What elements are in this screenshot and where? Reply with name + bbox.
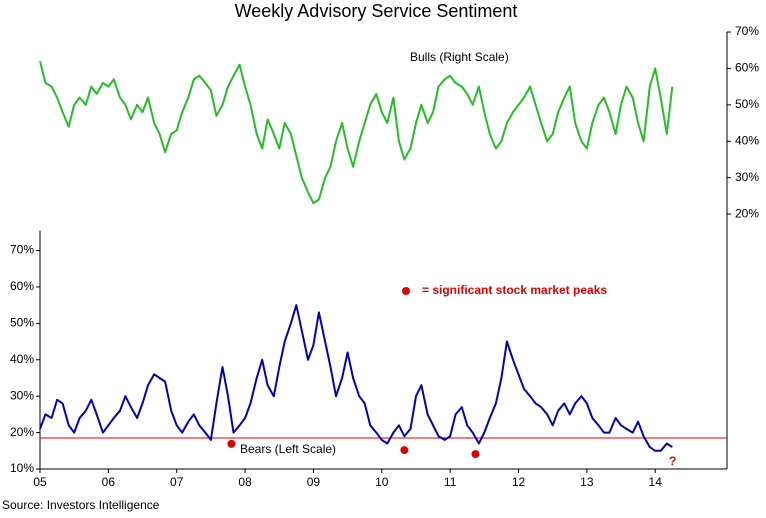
y2-tick-label: 30% xyxy=(735,170,759,184)
y2-tick-label: 70% xyxy=(735,24,759,38)
y-tick-label: 10% xyxy=(10,461,34,475)
y-tick-label: 30% xyxy=(10,388,34,402)
y-tick-label: 70% xyxy=(10,243,34,257)
y2-tick-label: 50% xyxy=(735,97,759,111)
y2-tick-label: 60% xyxy=(735,61,759,75)
y2-tick-label: 40% xyxy=(735,133,759,147)
source: Source: Investors Intelligence xyxy=(2,498,160,512)
x-tick-label: 10 xyxy=(375,475,389,489)
x-tick-label: 13 xyxy=(580,475,594,489)
y2-tick-label: 20% xyxy=(735,206,759,220)
y-tick-label: 20% xyxy=(10,425,34,439)
chart-title: Weekly Advisory Service Sentiment xyxy=(235,1,518,21)
series-label: Bulls (Right Scale) xyxy=(410,50,509,64)
legend-dot xyxy=(402,287,410,295)
series-line xyxy=(39,304,673,452)
peaks-label: = significant stock market peaks xyxy=(422,283,607,297)
y-tick-label: 50% xyxy=(10,316,34,330)
x-tick-label: 14 xyxy=(649,475,663,489)
y-tick-label: 60% xyxy=(10,279,34,293)
x-tick-label: 08 xyxy=(238,475,252,489)
peak-dot xyxy=(400,446,409,455)
y-tick-label: 40% xyxy=(10,352,34,366)
series-line xyxy=(39,60,674,205)
x-tick-label: 05 xyxy=(33,475,47,489)
x-tick-label: 12 xyxy=(512,475,526,489)
x-tick-label: 06 xyxy=(102,475,116,489)
x-tick-label: 11 xyxy=(444,475,457,489)
x-tick-label: 07 xyxy=(170,475,184,489)
annotation: ? xyxy=(669,454,676,468)
peak-dot xyxy=(471,450,480,459)
x-tick-label: 09 xyxy=(307,475,321,489)
series-label: Bears (Left Scale) xyxy=(240,442,336,456)
peak-dot xyxy=(227,439,236,448)
